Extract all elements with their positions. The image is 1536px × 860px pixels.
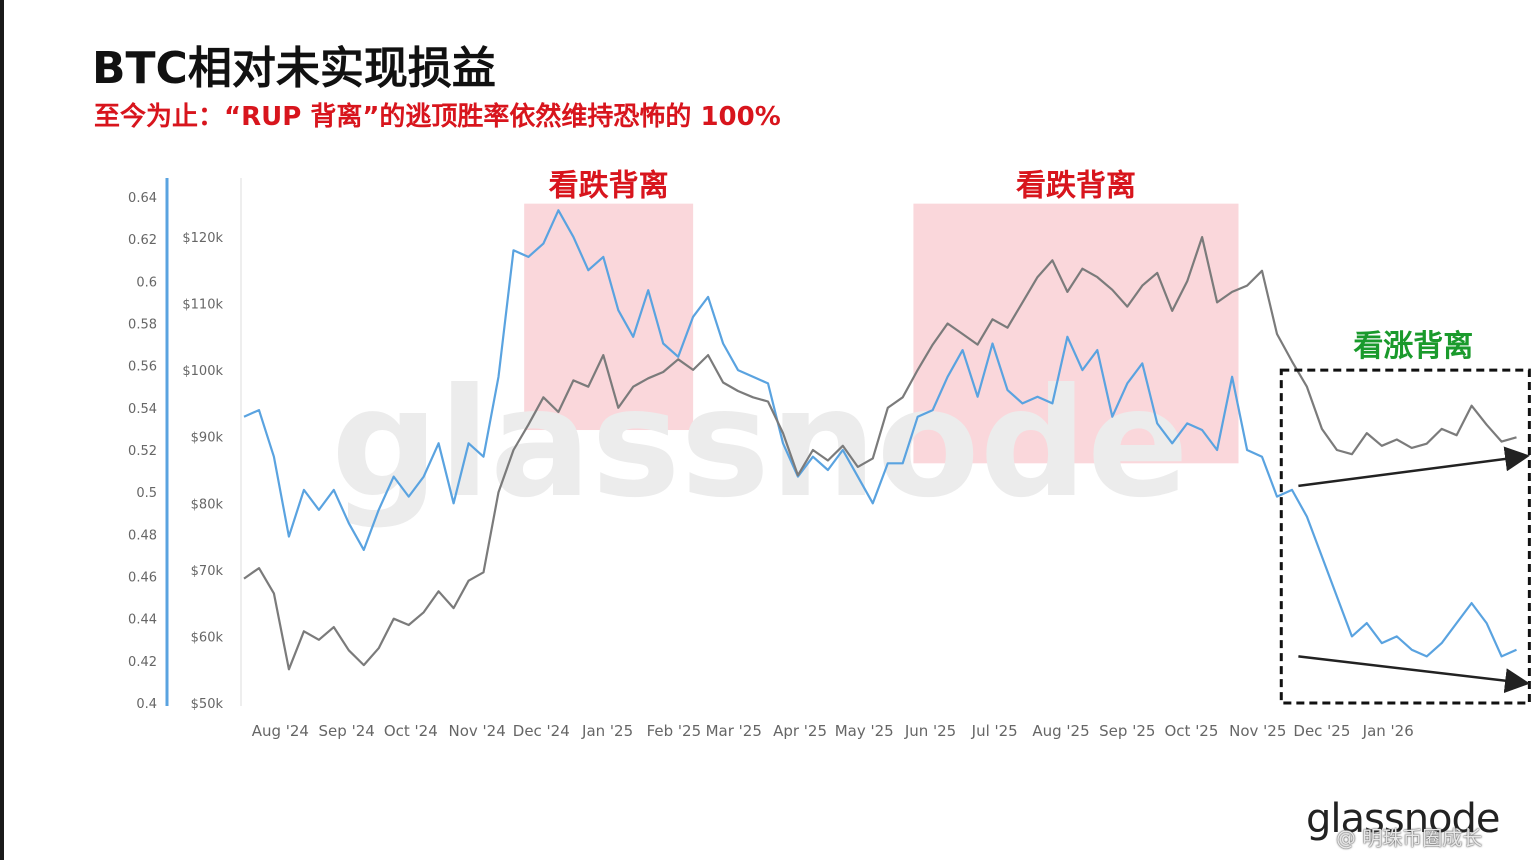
author-credit: @ 明珠币圈成长 xyxy=(1336,826,1483,850)
y-left-tick-label: 0.64 xyxy=(128,191,157,206)
y-left-tick-label: 0.54 xyxy=(128,402,157,417)
y-left-tick-label: 0.58 xyxy=(128,318,157,333)
x-tick-label: Nov '24 xyxy=(448,722,505,740)
x-tick-label: Apr '25 xyxy=(773,722,827,740)
divergence-zones xyxy=(524,203,1239,464)
y-left-tick-label: 0.46 xyxy=(128,571,157,586)
chart-axes: 0.64 0.62 0.6 0.58 0.56 0.54 0.52 0.5 0.48 0.46 0.… xyxy=(128,178,1414,740)
x-tick-label: Feb '25 xyxy=(647,722,702,740)
y-price-tick-label: $120k xyxy=(182,231,223,246)
y-left-tick-label: 0.42 xyxy=(128,655,157,670)
bearish-divergence-label: 看跌背离 xyxy=(549,169,669,204)
y-left-tick-label: 0.5 xyxy=(136,486,157,501)
x-tick-label: Aug '25 xyxy=(1032,722,1089,740)
x-tick-label: Jan '26 xyxy=(1362,722,1414,740)
y-price-tick-label: $50k xyxy=(191,697,224,712)
bearish-divergence-zone xyxy=(913,203,1239,464)
x-tick-label: Aug '24 xyxy=(252,722,309,740)
bullish-divergence-label: 看涨背离 xyxy=(1353,329,1473,364)
x-tick-label: Jun '25 xyxy=(904,722,956,740)
x-tick-label: Mar '25 xyxy=(706,722,762,740)
y-left-tick-label: 0.62 xyxy=(128,233,157,248)
price-downtrend-arrow xyxy=(1298,655,1531,694)
page-title: BTC相对未实现损益 xyxy=(92,43,496,94)
y-price-tick-label: $110k xyxy=(182,298,223,313)
page-subtitle: 至今为止：“RUP 背离”的逃顶胜率依然维持恐怖的 100% xyxy=(94,102,781,132)
x-tick-label: Jan '25 xyxy=(581,722,633,740)
x-tick-label: Dec '25 xyxy=(1293,722,1350,740)
bullish-divergence-box xyxy=(1279,368,1531,705)
rup-uptrend-arrow xyxy=(1298,446,1531,488)
y-price-tick-label: $80k xyxy=(191,497,224,512)
rup-series-line xyxy=(243,236,1517,671)
bearish-divergence-label: 看跌背离 xyxy=(1016,169,1136,204)
y-price-tick-label: $100k xyxy=(182,364,223,379)
y-price-tick-label: $70k xyxy=(191,564,224,579)
y-price-tick-label: $90k xyxy=(191,431,224,446)
y-left-tick-label: 0.44 xyxy=(128,613,157,628)
x-tick-label: Oct '24 xyxy=(384,722,438,740)
x-tick-label: Oct '25 xyxy=(1164,722,1218,740)
y-left-tick-label: 0.56 xyxy=(128,360,157,375)
y-left-tick-label: 0.52 xyxy=(128,444,157,459)
y-price-tick-label: $60k xyxy=(191,630,224,645)
x-tick-label: May '25 xyxy=(835,722,894,740)
bearish-divergence-zone xyxy=(524,203,694,431)
x-tick-label: Dec '24 xyxy=(513,722,570,740)
left-edge-rule xyxy=(0,0,4,860)
glassnode-logo: glassnode xyxy=(1306,796,1501,842)
y-left-tick-label: 0.48 xyxy=(128,528,157,543)
x-tick-label: Sep '24 xyxy=(319,722,375,740)
y-left-tick-label: 0.6 xyxy=(136,275,157,290)
y-left-tick-label: 0.4 xyxy=(136,697,157,712)
x-tick-label: Nov '25 xyxy=(1229,722,1286,740)
x-tick-label: Jul '25 xyxy=(971,722,1018,740)
price-series-line xyxy=(243,209,1517,658)
x-tick-label: Sep '25 xyxy=(1099,722,1155,740)
chart-watermark: glassnode xyxy=(331,357,1189,531)
chart-lines xyxy=(243,209,1517,671)
